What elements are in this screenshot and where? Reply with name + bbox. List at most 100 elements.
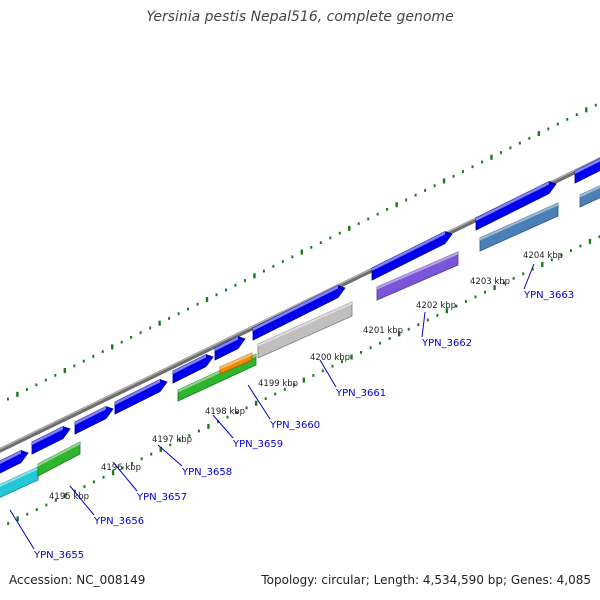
ring-dot	[436, 313, 439, 317]
ring-dot	[471, 165, 474, 169]
ring-dot	[64, 493, 67, 499]
gene-label-YPN_3663: YPN_3663	[523, 290, 574, 301]
gene-label-YPN_3657: YPN_3657	[136, 492, 187, 503]
ring-dot	[215, 293, 218, 297]
ring-dot	[407, 327, 410, 331]
ring-dot	[433, 184, 436, 188]
ring-dot	[312, 374, 315, 377]
ring-dot	[490, 154, 493, 160]
gene-bar-YPN_3656	[37, 441, 81, 477]
ring-dot	[357, 222, 360, 226]
ring-dot	[484, 290, 487, 294]
ring-dot	[414, 193, 417, 197]
ring-dot	[226, 415, 229, 419]
ring-dot	[197, 429, 200, 433]
ring-dot	[512, 276, 515, 280]
kbp-tick-label: 4201 kbp	[363, 326, 403, 336]
ring-dot	[598, 235, 600, 239]
ring-dot	[417, 323, 420, 327]
ring-dot	[550, 258, 553, 262]
gene-bar-YPN_3662	[376, 251, 459, 301]
ring-dot	[569, 249, 572, 253]
ring-dot	[111, 470, 115, 476]
ring-dot	[131, 461, 134, 465]
ring-dot	[101, 350, 104, 354]
ring-dot	[243, 279, 246, 282]
kbp-tick-label: 4203 kbp	[470, 277, 510, 287]
ring-dot	[272, 264, 275, 268]
ring-dot	[369, 346, 372, 350]
gene-bar-YPN_3661	[257, 301, 353, 359]
forward-gene-arrow	[371, 231, 453, 281]
forward-gene-arrow	[252, 285, 346, 341]
gene-leader-line	[212, 414, 234, 439]
ring-dot	[541, 261, 544, 267]
ring-dot	[594, 103, 597, 107]
ring-dot	[83, 485, 86, 488]
ring-dot	[360, 350, 363, 354]
ring-dot	[350, 354, 353, 360]
ring-dot	[386, 208, 389, 211]
gene-leader-line	[157, 444, 183, 467]
gene-bar-partial	[579, 185, 600, 208]
ring-dot	[149, 326, 152, 330]
ring-dot	[397, 331, 401, 337]
ring-dot	[503, 281, 506, 285]
ring-dot	[44, 378, 47, 382]
kbp-tick-label: 4200 kbp	[310, 353, 350, 363]
ring-dot	[319, 241, 322, 245]
ring-dot	[130, 336, 133, 339]
ring-dot	[283, 387, 286, 391]
gene-leader-line	[319, 359, 337, 388]
gene-bar-YPN_3660	[219, 352, 253, 375]
ring-dot	[262, 269, 265, 273]
ring-dot	[234, 283, 237, 287]
ring-dot	[566, 117, 569, 121]
gene-label-YPN_3659: YPN_3659	[232, 439, 283, 450]
ring-dot	[348, 225, 351, 231]
ring-dot	[426, 318, 429, 322]
ring-dot	[518, 141, 521, 145]
gene-leader-line	[112, 461, 138, 492]
gene-leader-line	[523, 263, 535, 290]
ring-dot	[120, 340, 123, 344]
ring-dot	[302, 377, 306, 383]
ring-dot	[442, 178, 446, 184]
gene-leader-line	[69, 485, 95, 516]
inner-dotted-ring	[7, 235, 600, 525]
ring-dot	[196, 302, 199, 306]
outer-dotted-ring	[6, 103, 597, 401]
ring-dot	[547, 127, 550, 131]
ring-dot	[340, 360, 343, 364]
ring-dot	[300, 249, 304, 255]
kbp-tick-label: 4196 kbp	[101, 463, 141, 473]
ring-dot	[224, 288, 227, 292]
topology-label: Topology: circular; Length: 4,534,590 bp…	[261, 573, 591, 587]
ring-dot	[376, 212, 379, 216]
ring-dot	[245, 406, 248, 410]
gene-label-YPN_3661: YPN_3661	[335, 388, 386, 399]
ring-dot	[388, 337, 391, 340]
gene-label-YPN_3662: YPN_3662	[421, 338, 472, 349]
ring-dot	[16, 391, 19, 397]
ring-dot	[82, 359, 85, 363]
forward-gene-arrow	[214, 336, 246, 361]
gene-label-YPN_3658: YPN_3658	[181, 467, 232, 478]
ring-dot	[121, 466, 124, 470]
ring-dot	[25, 388, 28, 391]
gene-label-YPN_3655: YPN_3655	[33, 550, 84, 561]
ring-dot	[187, 307, 190, 311]
ring-dot	[216, 420, 219, 424]
forward-gene-arrow	[74, 406, 114, 435]
forward-gene-arrow	[31, 426, 71, 455]
kbp-ticks: 4195 kbp 4196 kbp 4197 kbp 4198 kbp 4199 kbp…	[49, 251, 563, 502]
ring-dot	[150, 452, 153, 456]
ring-dot	[509, 146, 512, 150]
ring-dot	[556, 122, 559, 126]
ring-dot	[159, 446, 162, 452]
gene-labels: YPN_3655 YPN_3656 YPN_3657 YPN_3658 YPN_3659…	[9, 263, 574, 561]
ring-dot	[367, 217, 370, 221]
ring-dot	[102, 475, 105, 479]
